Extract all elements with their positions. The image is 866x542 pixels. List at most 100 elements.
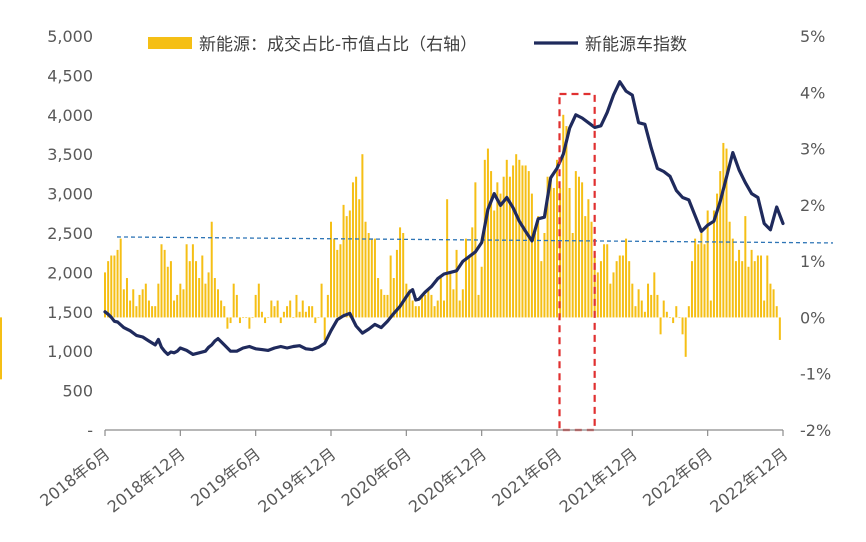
bar xyxy=(229,317,232,324)
bar xyxy=(744,216,747,318)
right-tick-label: 1% xyxy=(800,252,825,271)
bar xyxy=(377,278,380,318)
x-tick-label: 2022年12月 xyxy=(706,444,791,516)
bar xyxy=(439,278,442,318)
bar xyxy=(609,283,612,318)
legend-label-line: 新能源车指数 xyxy=(585,35,687,55)
bar xyxy=(345,216,348,318)
x-tick-label: 2019年6月 xyxy=(187,444,264,510)
x-tick-label: 2020年12月 xyxy=(405,444,490,516)
bar xyxy=(493,210,496,318)
bar xyxy=(163,249,166,318)
bar xyxy=(0,317,2,380)
right-tick-label: 4% xyxy=(800,83,825,102)
bar xyxy=(483,159,486,318)
bar xyxy=(414,306,417,318)
bar xyxy=(458,300,461,318)
bar xyxy=(417,306,420,318)
bar xyxy=(389,255,392,318)
left-tick-label: 1,500 xyxy=(47,303,93,322)
bar xyxy=(634,306,637,318)
bar xyxy=(157,283,160,318)
bar xyxy=(223,306,226,318)
bar xyxy=(304,311,307,318)
bar xyxy=(562,114,565,318)
bar xyxy=(326,294,329,318)
bar xyxy=(144,283,147,318)
bar xyxy=(176,294,179,318)
bar xyxy=(549,176,552,318)
bar xyxy=(512,165,515,318)
axes: 2018年6月2018年12月2019年6月2019年12月2020年6月202… xyxy=(36,27,831,516)
bar xyxy=(596,272,599,318)
left-tick-label: 2,500 xyxy=(47,224,93,243)
right-tick-label: 5% xyxy=(800,27,825,46)
bar xyxy=(700,233,703,318)
bar xyxy=(238,317,241,324)
bar xyxy=(311,306,314,318)
bar xyxy=(753,261,756,318)
bar xyxy=(323,317,326,340)
bar xyxy=(625,238,628,318)
bar xyxy=(515,154,518,318)
bar xyxy=(217,289,219,318)
bar-series xyxy=(0,114,781,380)
bar xyxy=(154,306,157,318)
bar xyxy=(147,300,150,318)
bar xyxy=(524,165,527,318)
bar xyxy=(769,283,772,318)
bar xyxy=(104,272,106,318)
bar xyxy=(308,306,311,318)
bar xyxy=(527,171,530,318)
bar xyxy=(612,272,615,318)
bar xyxy=(709,300,712,318)
bar xyxy=(731,238,734,318)
bar xyxy=(756,255,759,318)
bar xyxy=(502,176,505,318)
bar xyxy=(461,289,464,318)
right-tick-label: -2% xyxy=(800,421,831,440)
bar xyxy=(640,300,643,318)
bar xyxy=(151,306,154,318)
reference-line-group xyxy=(116,236,834,244)
bar xyxy=(637,289,640,318)
legend: 新能源：成交占比-市值占比（右轴） 新能源车指数 xyxy=(148,35,687,55)
bar xyxy=(213,278,216,318)
bar xyxy=(336,249,339,318)
bar xyxy=(320,283,323,318)
bar xyxy=(160,244,163,318)
bar xyxy=(411,300,414,318)
bar xyxy=(669,317,671,319)
right-tick-label: 3% xyxy=(800,140,825,159)
x-tick-label: 2021年12月 xyxy=(556,444,641,516)
bar xyxy=(254,294,257,318)
bar xyxy=(207,272,210,318)
bar xyxy=(574,171,577,318)
bar xyxy=(135,306,138,318)
bar xyxy=(119,238,122,318)
bar xyxy=(317,317,320,319)
bar xyxy=(107,261,110,318)
bar xyxy=(295,294,298,318)
bar xyxy=(251,317,254,319)
bar xyxy=(760,255,763,318)
bar xyxy=(546,176,549,318)
left-tick-label: 3,500 xyxy=(47,145,93,164)
bar xyxy=(464,238,467,318)
bar xyxy=(534,233,537,318)
bar xyxy=(703,244,706,318)
bar xyxy=(599,261,602,318)
bar xyxy=(618,255,621,318)
bar xyxy=(593,255,596,318)
bar xyxy=(499,193,502,318)
bar xyxy=(452,289,455,318)
bar xyxy=(289,300,292,318)
bar xyxy=(530,193,533,318)
bar xyxy=(314,317,317,324)
bar xyxy=(728,221,731,318)
bar xyxy=(421,294,424,318)
bar xyxy=(606,244,609,318)
bar xyxy=(584,216,587,318)
bar xyxy=(653,272,656,318)
bar xyxy=(267,317,270,319)
